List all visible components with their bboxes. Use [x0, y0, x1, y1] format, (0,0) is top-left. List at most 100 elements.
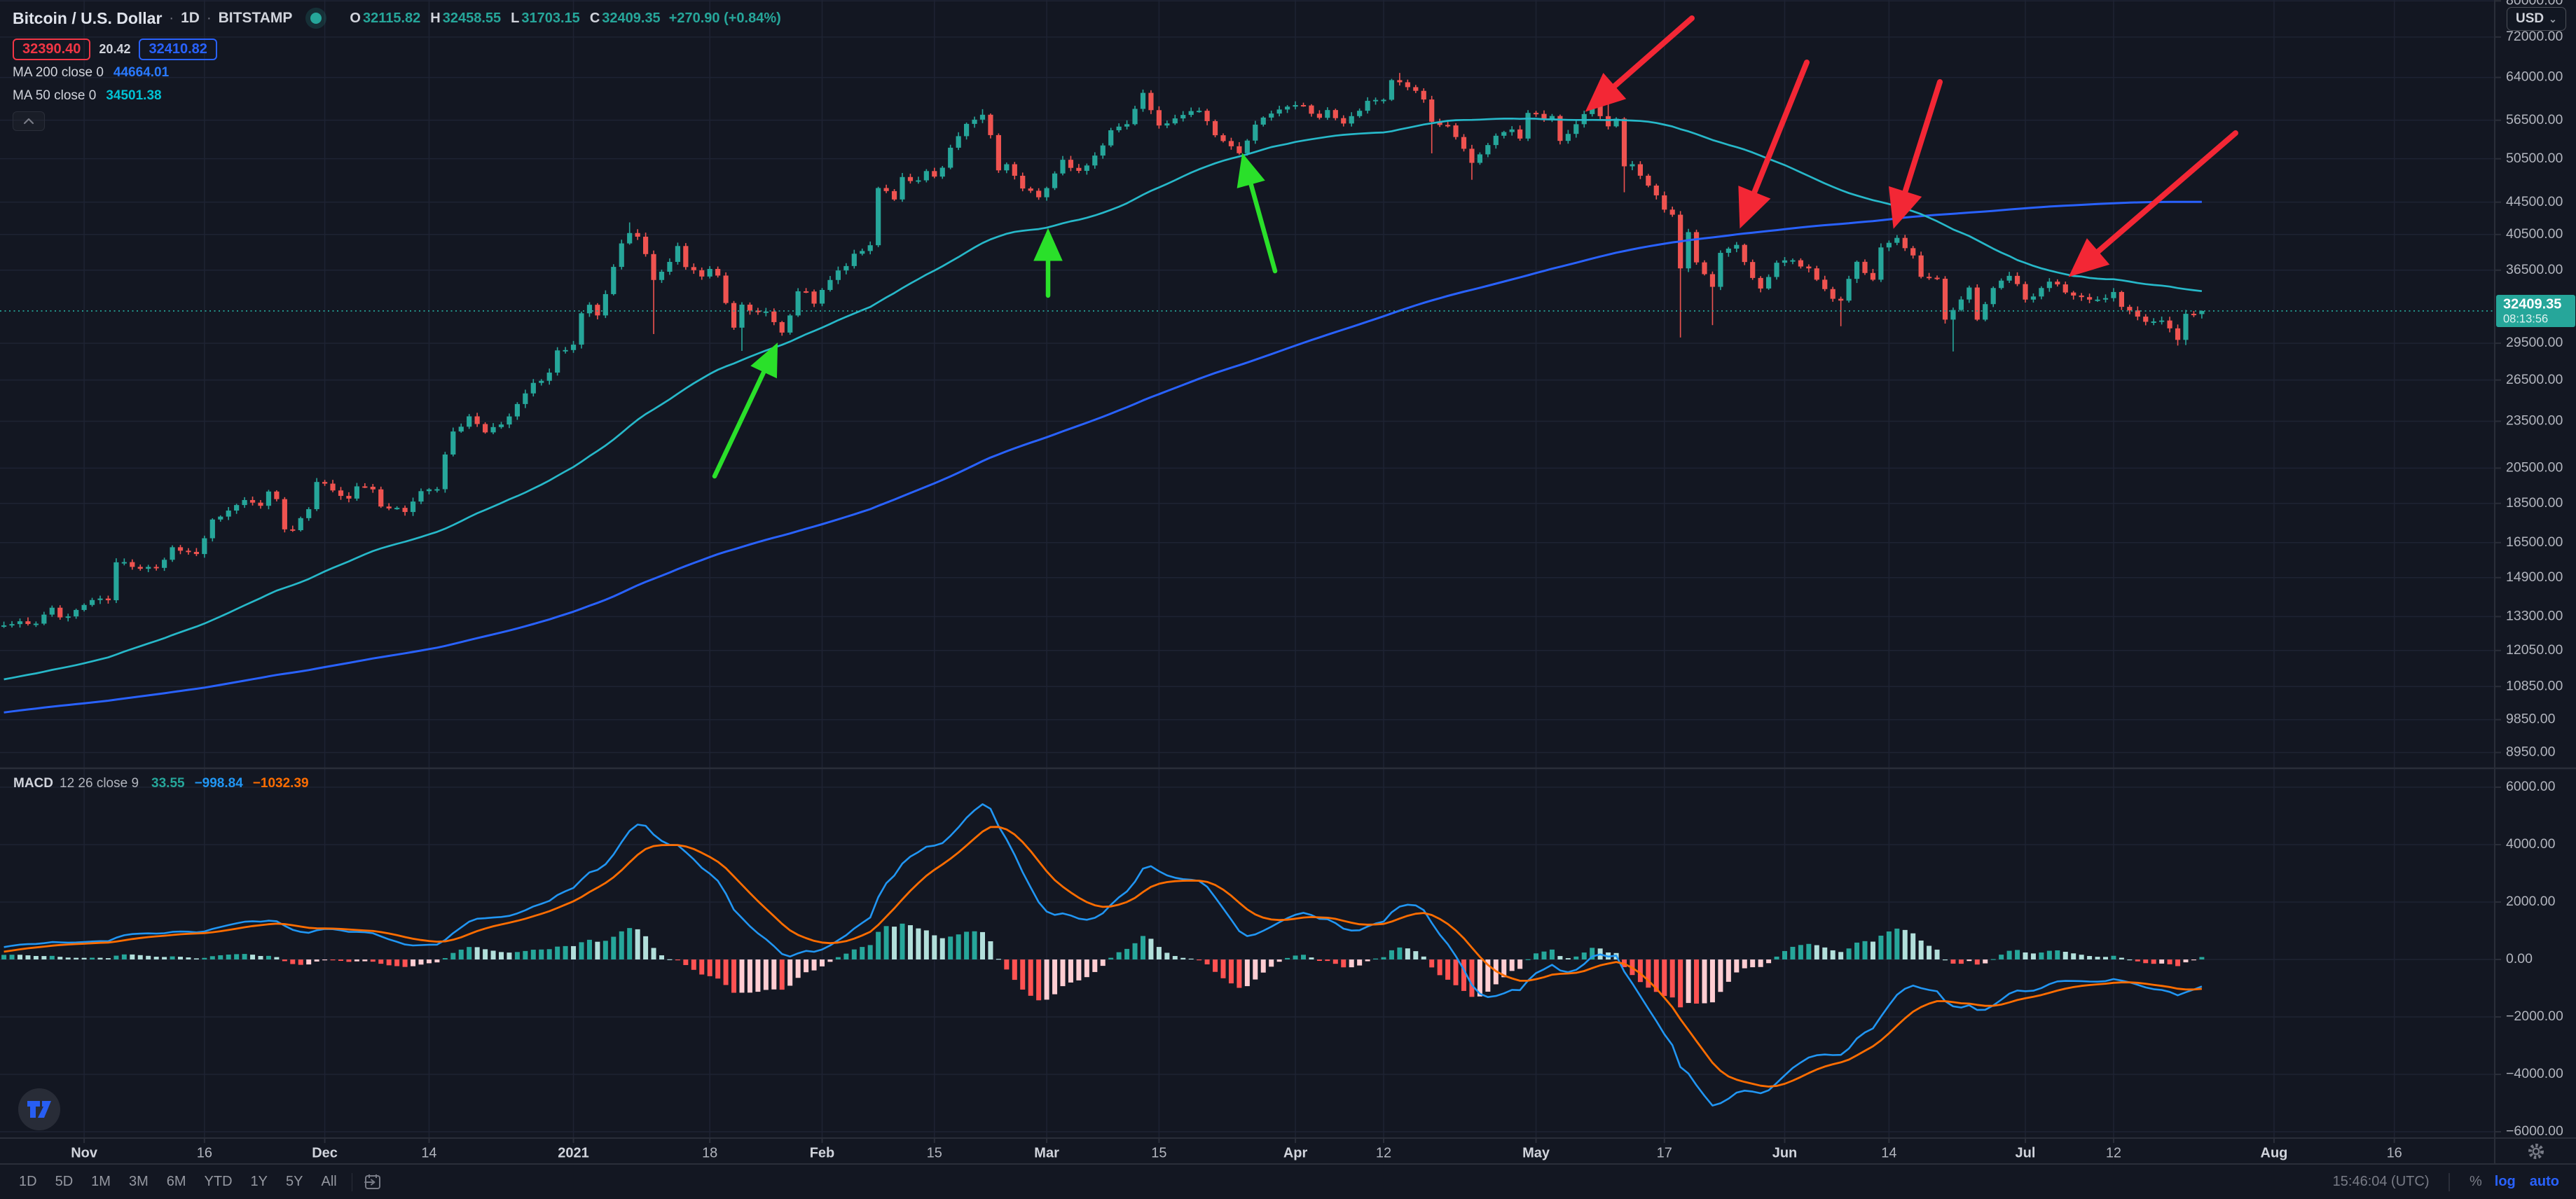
range-button-1Y[interactable]: 1Y	[250, 1174, 268, 1189]
candle-body	[675, 246, 680, 262]
macd-histogram-bar	[651, 948, 656, 959]
macd-name: MACD	[13, 776, 53, 791]
candle-body	[1958, 299, 1964, 310]
candle-body	[2199, 311, 2205, 314]
buy-button[interactable]: 32410.82	[139, 38, 217, 60]
macd-histogram-bar	[1934, 949, 1940, 959]
macd-histogram-bar	[747, 959, 752, 993]
log-scale-button[interactable]: log	[2494, 1174, 2516, 1189]
candle-body	[1686, 232, 1691, 269]
macd-histogram-bar	[867, 945, 873, 959]
candle-body	[65, 616, 71, 618]
candle-body	[1830, 289, 1835, 299]
candle-body	[1132, 109, 1138, 125]
sell-button[interactable]: 32390.40	[13, 38, 91, 60]
price-axis-label: 20500.00	[2506, 460, 2563, 476]
go-to-date-button[interactable]	[364, 1173, 382, 1191]
candle-body	[867, 245, 873, 251]
range-button-1D[interactable]: 1D	[19, 1174, 37, 1189]
candle-body	[2023, 284, 2028, 300]
macd-histogram-bar	[226, 955, 231, 959]
macd-histogram-bar	[707, 959, 712, 976]
bullish-arrow-annotation[interactable]	[1237, 153, 1278, 274]
macd-histogram-bar	[1509, 959, 1515, 971]
candle-body	[1590, 106, 1595, 114]
range-button-YTD[interactable]: YTD	[204, 1174, 233, 1189]
macd-histogram-bar	[675, 959, 680, 961]
percent-scale-button[interactable]: %	[2469, 1174, 2482, 1189]
bearish-arrow-annotation[interactable]	[2068, 130, 2238, 277]
range-button-All[interactable]: All	[321, 1174, 337, 1189]
candle-body	[81, 604, 87, 610]
collapse-legend-button[interactable]	[13, 111, 45, 131]
axis-settings-corner[interactable]	[2495, 1139, 2576, 1164]
candle-body	[1653, 186, 1659, 195]
macd-histogram-bar	[1798, 945, 1803, 959]
macd-histogram-bar	[514, 952, 520, 959]
candle-body	[1606, 116, 1611, 127]
candle-body	[1036, 190, 1042, 197]
candle-body	[2159, 320, 2165, 322]
indicator-row-ma200[interactable]: MA 200 close 0 44664.01	[13, 61, 781, 84]
indicator-row-ma50[interactable]: MA 50 close 0 34501.38	[13, 84, 781, 107]
exchange-label[interactable]: BITSTAMP	[218, 10, 293, 26]
range-button-6M[interactable]: 6M	[166, 1174, 186, 1189]
macd-histogram-bar	[258, 955, 263, 959]
candle-body	[1726, 248, 1731, 254]
macd-histogram-bar	[386, 959, 392, 966]
price-axis-label: 56500.00	[2506, 112, 2563, 127]
candle-body	[731, 303, 737, 328]
macd-histogram-bar	[1, 955, 7, 959]
macd-histogram-bar	[442, 958, 448, 959]
macd-histogram-bar	[619, 931, 624, 959]
macd-histogram-bar	[1894, 928, 1900, 959]
macd-histogram-bar	[2006, 950, 2012, 959]
macd-histogram-bar	[2046, 950, 2052, 959]
candle-body	[1052, 173, 1058, 188]
candle-body	[1325, 110, 1330, 118]
range-button-5Y[interactable]: 5Y	[286, 1174, 303, 1189]
macd-histogram-bar	[2015, 950, 2020, 959]
open-label: O	[350, 10, 361, 26]
auto-scale-button[interactable]: auto	[2529, 1174, 2559, 1189]
candle-body	[218, 516, 223, 520]
candle-body	[1124, 124, 1130, 127]
tradingview-logo[interactable]	[18, 1088, 60, 1130]
candle-body	[876, 188, 881, 246]
arrow-annotations[interactable]	[712, 15, 2238, 479]
candle-body	[410, 501, 416, 513]
bearish-arrow-annotation[interactable]	[1888, 79, 1943, 229]
macd-histogram-bar	[1653, 959, 1659, 992]
macd-histogram-bar	[787, 959, 793, 986]
macd-histogram-bar	[804, 959, 809, 973]
bearish-arrow-annotation[interactable]	[1585, 15, 1695, 112]
currency-selector[interactable]: USD ⌄	[2507, 7, 2566, 31]
macd-histogram-bar	[715, 959, 721, 979]
macd-signal-value: −1032.39	[252, 776, 309, 791]
candle-body	[33, 623, 39, 625]
candle-body	[394, 508, 400, 510]
candle-body	[707, 269, 712, 277]
bullish-arrow-annotation[interactable]	[712, 342, 778, 479]
price-axis[interactable]: 80000.00 72000.00 64000.00 56500.00 50500.00…	[2495, 0, 2575, 1139]
macd-histogram-bar	[370, 959, 376, 962]
time-axis[interactable]: Nov 16 Dec 14 2021 18 Feb 15 Mar 15 Apr 12 May 17 Jun 1…	[71, 1138, 2402, 1160]
candle-body	[1276, 109, 1282, 114]
candle-body	[249, 499, 256, 503]
bearish-arrow-annotation[interactable]	[1738, 60, 1810, 229]
candle-body	[2183, 314, 2189, 340]
macd-legend-row[interactable]: MACD 12 26 close 9 33.55 −998.84 −1032.3…	[13, 776, 309, 791]
symbol-title[interactable]: Bitcoin / U.S. Dollar	[13, 8, 163, 27]
range-button-5D[interactable]: 5D	[55, 1174, 74, 1189]
candle-body	[474, 416, 480, 424]
close-label: C	[589, 10, 600, 26]
range-button-1M[interactable]: 1M	[91, 1174, 111, 1189]
interval-label[interactable]: 1D	[181, 10, 200, 26]
macd-histogram-bar	[1517, 959, 1523, 969]
range-button-3M[interactable]: 3M	[128, 1174, 149, 1189]
macd-histogram-bar	[1453, 959, 1459, 985]
